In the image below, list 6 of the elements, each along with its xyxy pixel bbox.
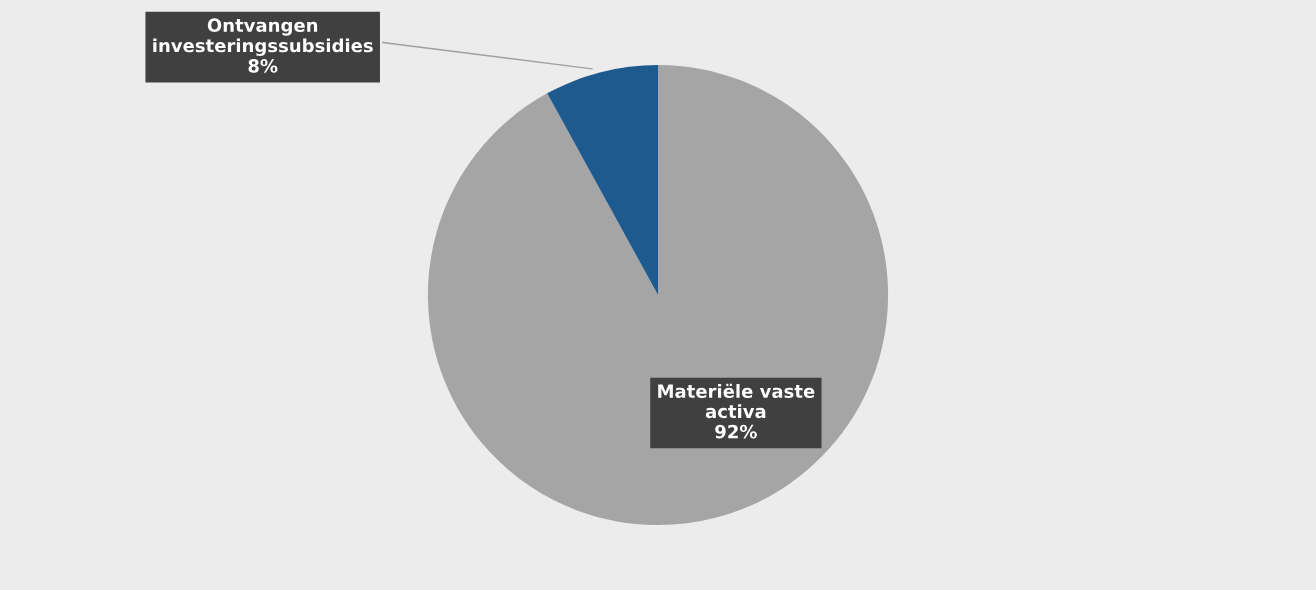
data-label: 8% [248, 59, 278, 73]
pie-slice [427, 64, 889, 526]
pie-slice [547, 64, 658, 295]
slice-label: Ontvangen investeringssubsidies [153, 18, 373, 57]
slice-label: Materiële vaste activa [658, 383, 815, 419]
data-label: 92% [715, 424, 757, 439]
